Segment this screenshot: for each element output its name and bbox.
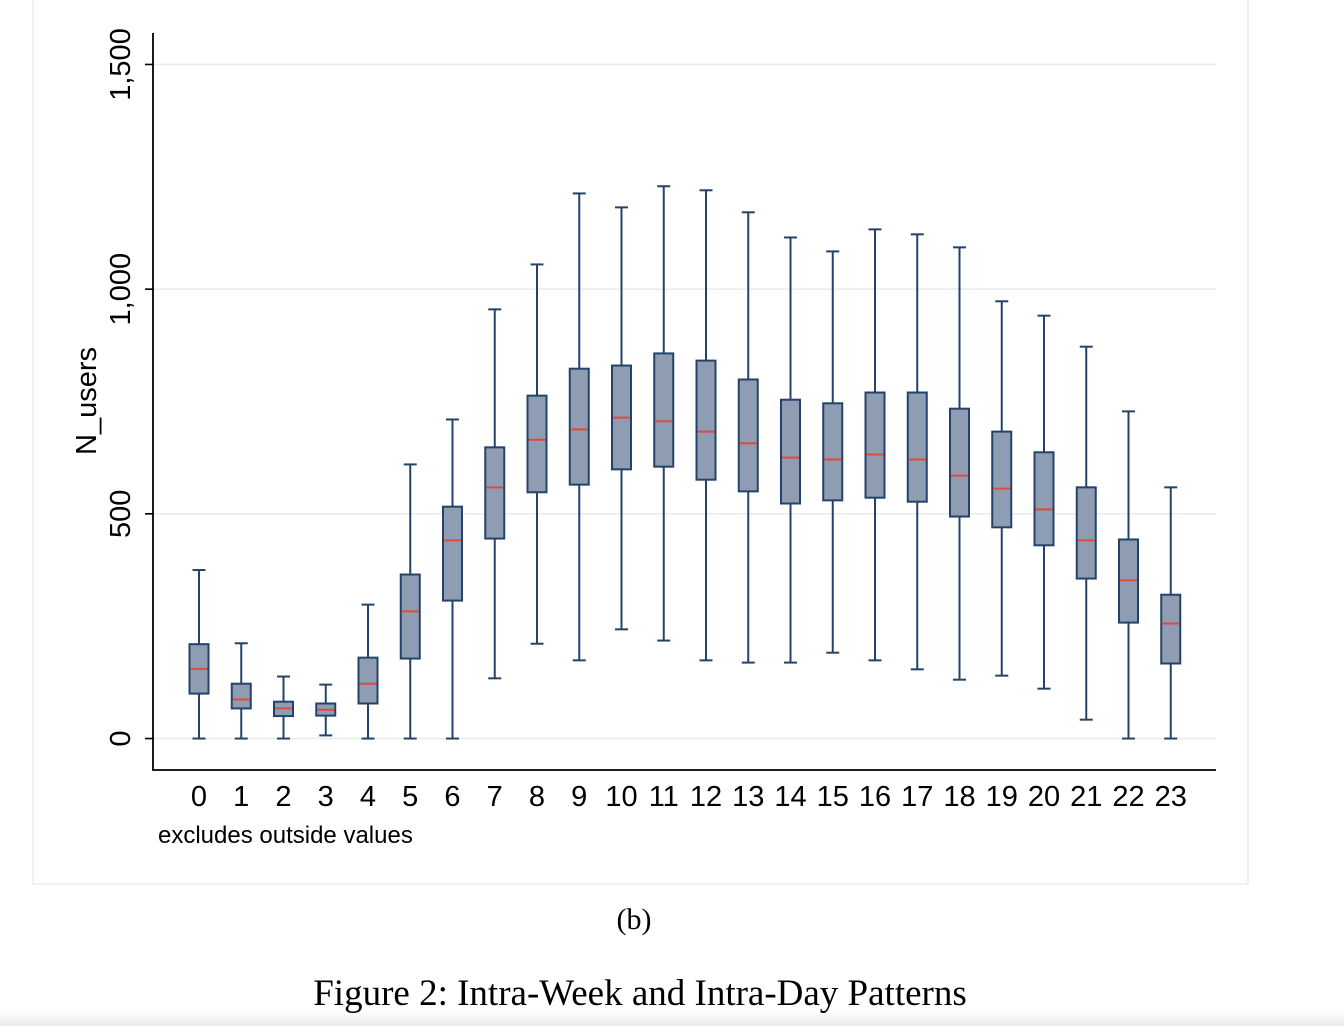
box-hour-4 [357, 603, 379, 740]
box-iqr [906, 391, 928, 503]
x-tick-label: 15 [817, 781, 849, 813]
box-iqr [737, 378, 759, 493]
box-hour-12 [695, 189, 717, 662]
x-tick-label: 14 [774, 781, 806, 813]
box-iqr [864, 391, 886, 499]
box-hour-11 [653, 185, 675, 642]
box-hour-21 [1075, 345, 1097, 721]
bottom-shadow [0, 1010, 1344, 1026]
x-tick-label: 11 [649, 781, 679, 813]
figure-caption: Figure 2: Intra-Week and Intra-Day Patte… [313, 973, 967, 1014]
box-iqr [568, 367, 590, 486]
box-iqr [1075, 486, 1097, 580]
box-hour-14 [780, 236, 801, 664]
x-tick-label: 19 [986, 781, 1018, 813]
box-iqr [949, 407, 970, 518]
box-iqr [991, 430, 1013, 529]
x-tick-label: 4 [360, 781, 376, 813]
box-hour-20 [1033, 314, 1055, 690]
box-hour-13 [737, 211, 759, 664]
x-tick-label: 18 [943, 781, 975, 813]
x-tick-label: 7 [487, 781, 503, 813]
x-tick-label: 12 [690, 781, 722, 813]
plot-panel [32, 0, 1249, 885]
box-hour-5 [399, 463, 421, 740]
box-hour-18 [949, 246, 970, 681]
y-axis-title: N_users [71, 347, 103, 455]
x-tick-label: 5 [402, 781, 418, 813]
box-iqr [357, 656, 379, 705]
box-iqr [399, 573, 421, 660]
box-hour-0 [188, 569, 210, 740]
y-tick-label: 500 [105, 490, 137, 538]
x-tick-label: 10 [605, 781, 637, 813]
box-hour-19 [991, 300, 1013, 677]
x-tick-label: 16 [859, 781, 891, 813]
box-hour-6 [442, 418, 463, 740]
box-iqr [484, 446, 506, 540]
x-tick-label: 0 [191, 781, 207, 813]
x-tick-label: 17 [901, 781, 933, 813]
x-tick-label: 3 [318, 781, 334, 813]
chart-note: excludes outside values [158, 822, 413, 849]
x-tick-label: 21 [1070, 781, 1102, 813]
box-hour-1 [230, 642, 252, 740]
x-tick-label: 2 [275, 781, 291, 813]
x-tick-label: 9 [571, 781, 587, 813]
y-tick-label: 1,000 [105, 253, 137, 326]
box-hour-10 [611, 206, 632, 631]
box-iqr [230, 682, 252, 710]
box-iqr [653, 352, 675, 468]
box-iqr [695, 359, 717, 481]
x-tick-label: 22 [1112, 781, 1144, 813]
box-iqr [780, 398, 801, 505]
x-tick-label: 13 [732, 781, 764, 813]
box-hour-3 [315, 683, 337, 737]
x-tick-label: 6 [444, 781, 460, 813]
x-tick-label: 20 [1028, 781, 1060, 813]
box-hour-16 [864, 228, 886, 662]
y-tick-label: 0 [105, 730, 137, 746]
box-hour-23 [1160, 486, 1182, 740]
box-iqr [822, 402, 844, 502]
box-hour-9 [568, 192, 590, 662]
box-iqr [1160, 593, 1182, 665]
box-hour-8 [526, 263, 548, 645]
subfigure-label: (b) [617, 903, 652, 936]
x-tick-label: 1 [233, 781, 249, 813]
y-tick-label: 1,500 [105, 28, 137, 101]
box-iqr [442, 505, 463, 602]
x-tick-label: 8 [529, 781, 545, 813]
box-hour-7 [484, 308, 506, 680]
box-iqr [526, 394, 548, 494]
box-hour-17 [906, 233, 928, 671]
box-hour-15 [822, 250, 844, 654]
box-hour-2 [273, 675, 294, 740]
box-hour-22 [1118, 410, 1139, 740]
x-tick-label: 23 [1155, 781, 1187, 813]
box-iqr [1033, 451, 1055, 547]
